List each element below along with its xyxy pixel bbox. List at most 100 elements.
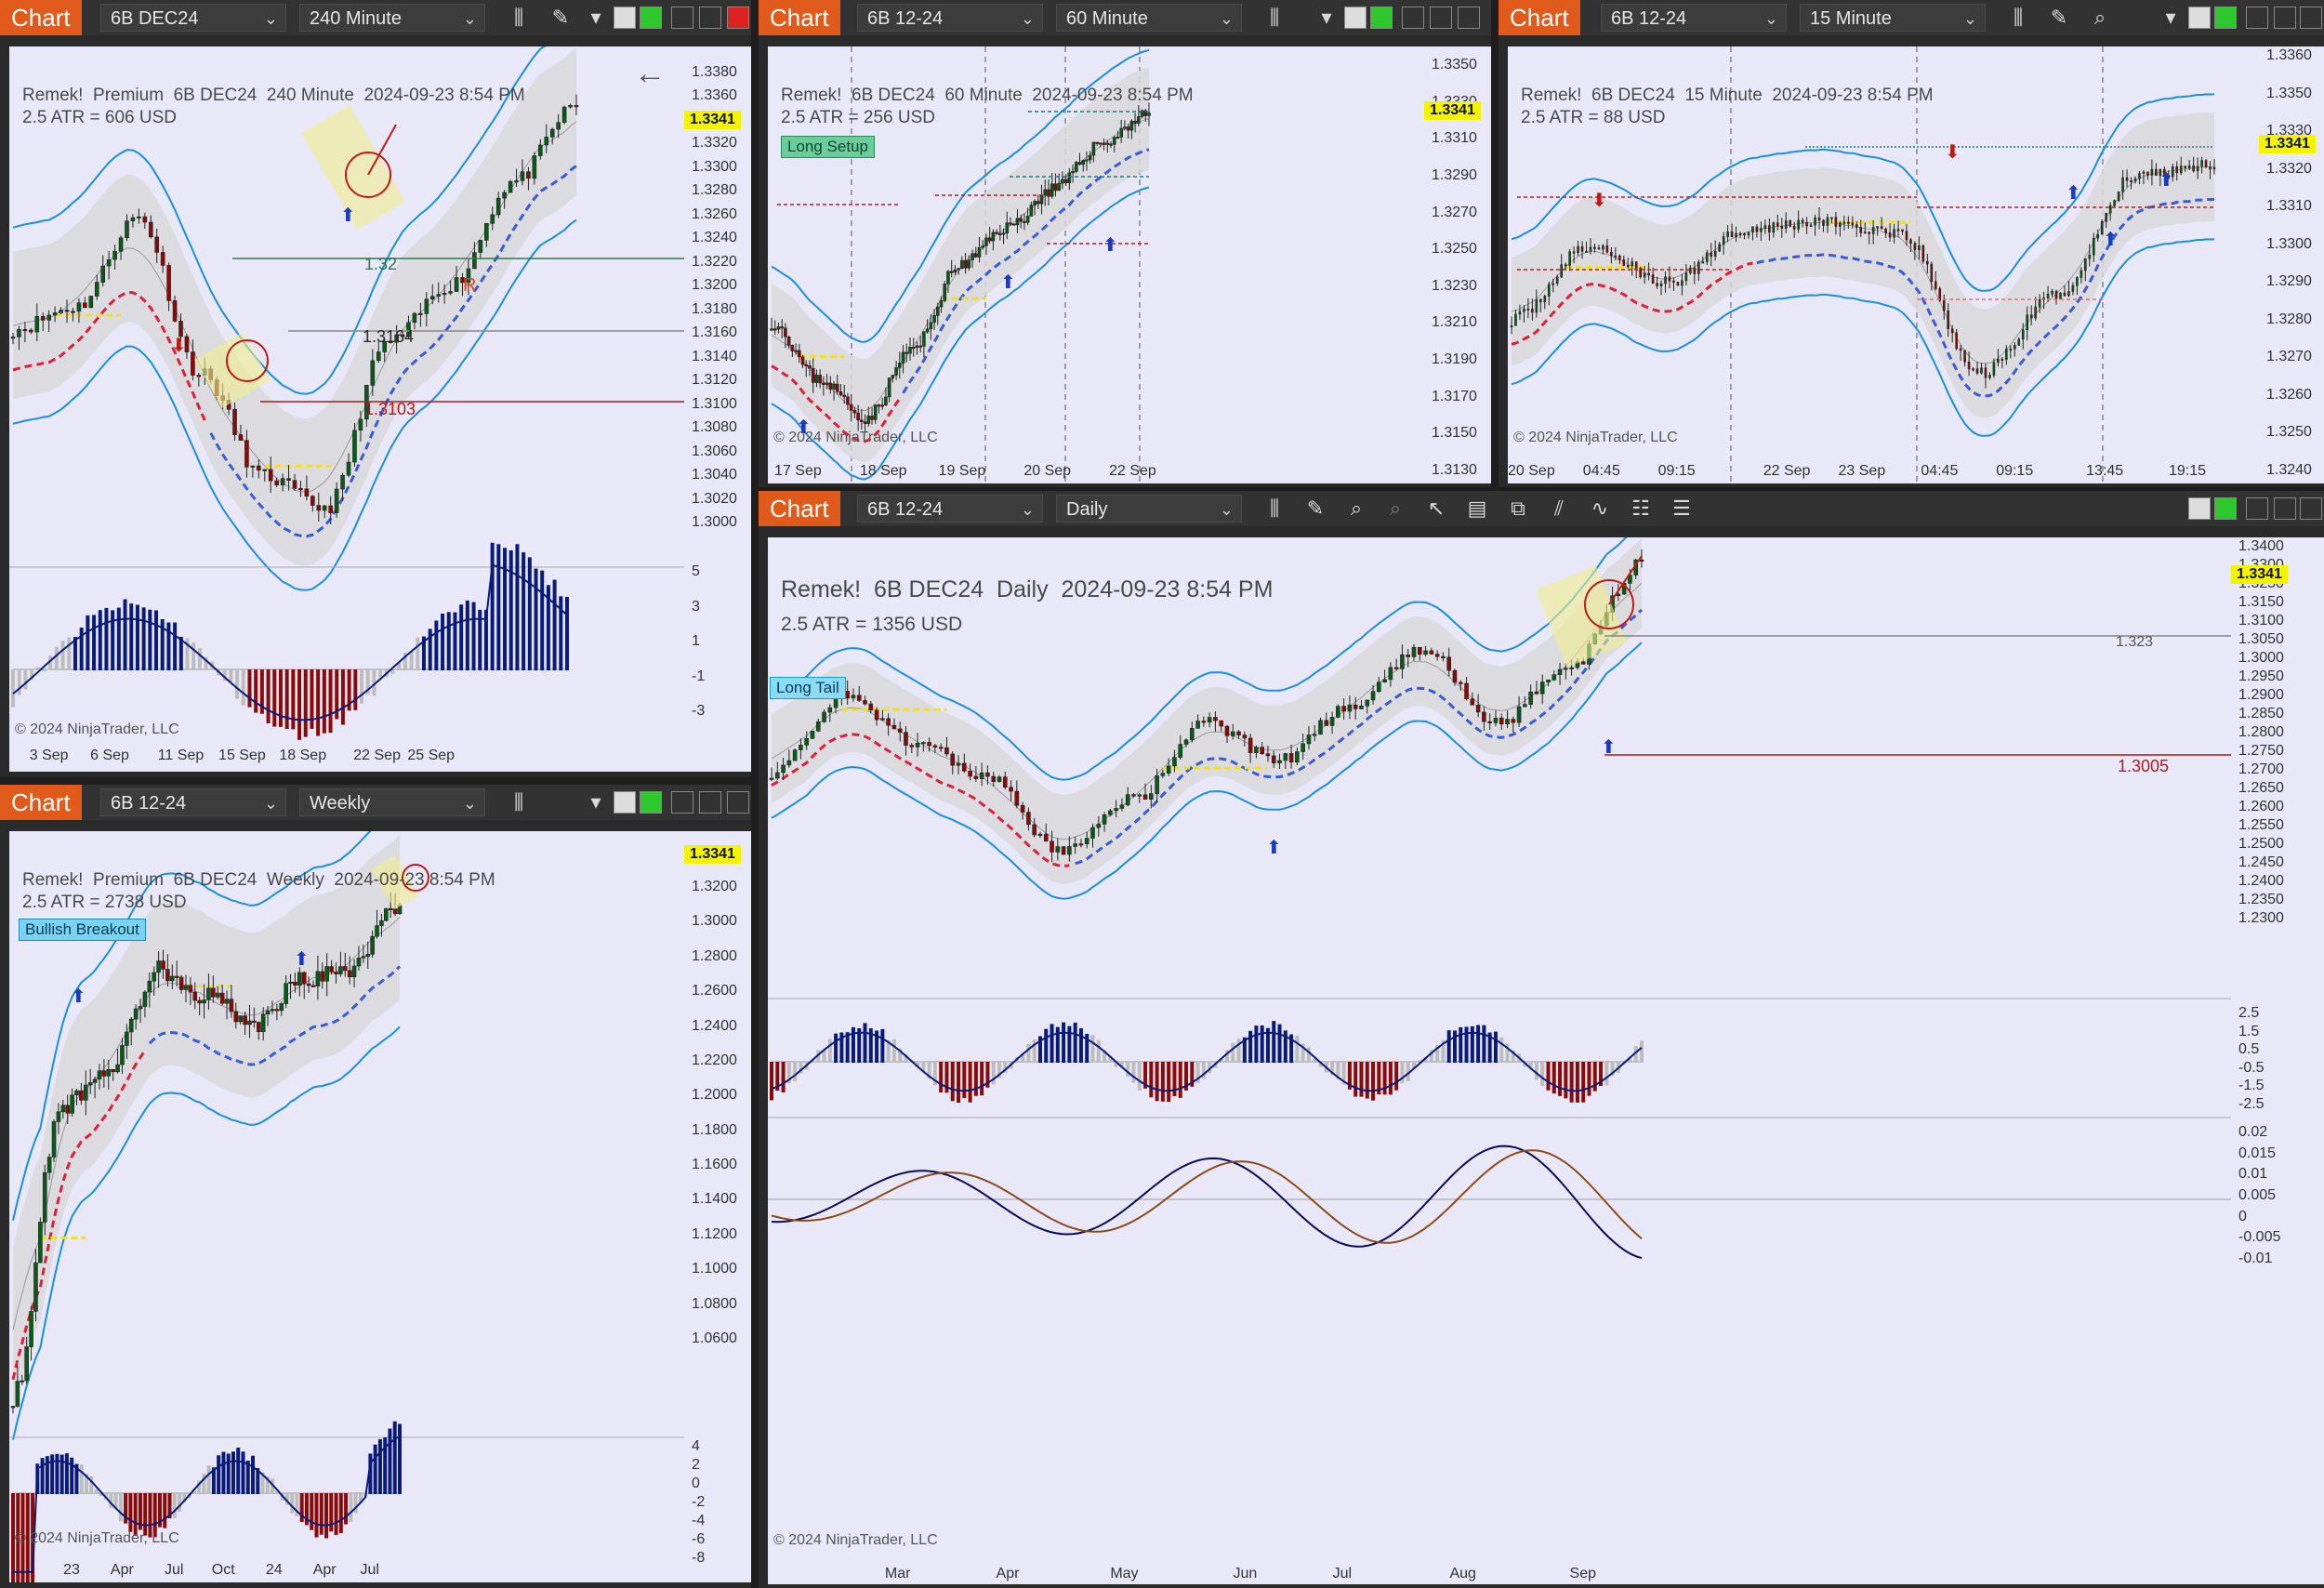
interval-selector[interactable]: Weekly ⌄ [299, 788, 485, 816]
window-color-green[interactable] [640, 7, 662, 29]
interval-selector[interactable]: 240 Minute ⌄ [299, 4, 485, 32]
time-axis-label: Apr [996, 1566, 1020, 1581]
instrument-selector[interactable]: 6B DEC24 ⌄ [100, 4, 286, 32]
candle-body [70, 1094, 74, 1114]
oscillator-axis-label: 1.5 [2238, 1023, 2260, 1039]
window-linking-icon[interactable]: ⧉ [1511, 496, 1525, 520]
chart-plot-area[interactable]: ⬇ ⬆ Remek! Premium 6B DEC24 240 Minute 20… [9, 46, 684, 772]
data-box-icon[interactable]: ▤ [1467, 496, 1487, 520]
chevron-down-icon[interactable]: ▾ [590, 6, 601, 29]
chart-menu-button[interactable]: Chart [0, 0, 82, 35]
histogram-bar [271, 1478, 275, 1494]
window-color-white[interactable] [614, 791, 636, 814]
interval-selector[interactable]: 60 Minute ⌄ [1056, 4, 1242, 32]
chart-plot-area[interactable]: ⬆ ⬆ ⬆ Remek! 6B DEC24 60 Minute 2024-09-23… [768, 46, 1424, 483]
minimize-button[interactable] [2246, 497, 2268, 520]
window-color-white[interactable] [1344, 7, 1367, 29]
copyright: © 2024 NinjaTrader, LLC [773, 1532, 938, 1548]
zoom-icon[interactable]: ⌕ [2093, 6, 2106, 29]
minimize-button[interactable] [671, 791, 693, 814]
candle-body [196, 375, 202, 377]
candle-body [342, 966, 348, 972]
buy-arrow: ⬆ [1103, 233, 1118, 256]
histogram-bar [950, 1062, 955, 1102]
instrument-selector[interactable]: 6B 12-24 ⌄ [857, 4, 1043, 32]
candle-body [1893, 229, 1895, 238]
window-color-white[interactable] [2188, 497, 2211, 520]
minimize-button[interactable] [671, 7, 693, 29]
chart-menu-button[interactable]: Chart [0, 785, 82, 820]
chart-menu-button[interactable]: Chart [1499, 0, 1580, 35]
minimize-button[interactable] [1402, 7, 1424, 29]
instrument-selector[interactable]: 6B 12-24 ⌄ [857, 495, 1043, 523]
instrument-value: 6B 12-24 [867, 8, 944, 29]
chart-plot-area[interactable]: ⬇ ⬇ ⬆ ⬆ ⬆ Remek! 6B DEC24 15 Minute 2024-09-… [1508, 46, 2259, 483]
candle-body [1768, 225, 1771, 233]
close-button[interactable] [727, 791, 749, 814]
pencil-icon[interactable]: ✎ [2050, 6, 2068, 29]
chart-plot-area[interactable]: ⬆ ⬆ Remek! Premium 6B DEC24 Weekly 2024-0… [9, 831, 684, 1582]
copyright: © 2024 NinjaTrader, LLC [1513, 430, 1678, 445]
close-button[interactable] [2300, 7, 2322, 29]
window-color-green[interactable] [2214, 497, 2237, 520]
candle-body [1050, 183, 1054, 197]
maximize-button[interactable] [2274, 7, 2296, 29]
minimize-button[interactable] [2246, 7, 2268, 29]
list-icon[interactable]: ☰ [1672, 496, 1691, 520]
maximize-button[interactable] [1430, 7, 1452, 29]
maximize-button[interactable] [2274, 497, 2296, 520]
candlestick-icon[interactable]: ⫼ [513, 790, 524, 814]
window-color-white[interactable] [614, 7, 636, 29]
chart-menu-button[interactable]: Chart [759, 491, 840, 526]
close-button[interactable] [1458, 7, 1480, 29]
candle-body [856, 412, 860, 421]
close-button[interactable] [2300, 497, 2322, 520]
chart-menu-button[interactable]: Chart [759, 0, 840, 35]
interval-selector[interactable]: 15 Minute ⌄ [1800, 4, 1986, 32]
histogram-bar [118, 1493, 123, 1522]
histogram-bar [1050, 1024, 1054, 1063]
histogram-bar [1119, 1062, 1124, 1066]
chart-plot-area[interactable]: ⬆ ⬆ Remek! 6B DEC24 Daily 2024-09-23 8:54… [768, 537, 2231, 1584]
candle-body [2184, 165, 2186, 168]
properties-icon[interactable]: ☷ [1631, 496, 1650, 520]
candlestick-icon[interactable]: ⫼ [1269, 6, 1280, 29]
instrument-selector[interactable]: 6B 12-24 ⌄ [100, 788, 286, 816]
chevron-down-icon[interactable]: ▾ [2165, 6, 2176, 29]
histogram-bar [552, 579, 557, 670]
pencil-icon[interactable]: ✎ [551, 6, 570, 29]
candlestick-icon[interactable]: ⫼ [1269, 496, 1280, 520]
histogram-bar [409, 652, 414, 670]
chevron-down-icon[interactable]: ▾ [590, 790, 601, 814]
pencil-icon[interactable]: ✎ [1306, 496, 1325, 520]
candle-body [229, 999, 234, 1012]
zoom-out-icon[interactable]: ⌕ [1389, 496, 1402, 520]
chevron-down-icon[interactable]: ▾ [1321, 6, 1332, 29]
instrument-selector[interactable]: 6B 12-24 ⌄ [1601, 4, 1787, 32]
candle-body [1555, 276, 1559, 285]
candle-body [2080, 270, 2083, 278]
cursor-icon[interactable]: ↖ [1427, 496, 1446, 520]
oscillator-axis-label: -2.5 [2238, 1096, 2265, 1112]
strategies-icon[interactable]: ∿ [1591, 496, 1609, 520]
candle-body [781, 764, 786, 774]
zoom-icon[interactable]: ⌕ [1350, 496, 1363, 520]
close-button[interactable] [727, 7, 749, 29]
interval-value: 240 Minute [310, 8, 402, 29]
candlestick-icon[interactable]: ⫼ [513, 6, 524, 29]
window-color-green[interactable] [640, 791, 662, 814]
window-color-green[interactable] [1370, 7, 1393, 29]
maximize-button[interactable] [699, 7, 721, 29]
histogram-bar [891, 1039, 896, 1063]
candle-body [804, 738, 809, 746]
candle-body [178, 976, 184, 990]
window-color-green[interactable] [2214, 7, 2237, 29]
window-color-white[interactable] [2188, 7, 2211, 29]
maximize-button[interactable] [699, 791, 721, 814]
back-arrow-icon[interactable]: ← [634, 56, 666, 91]
interval-selector[interactable]: Daily ⌄ [1056, 495, 1242, 523]
price-axis-label: 1.3120 [692, 372, 737, 389]
indicators-icon[interactable]: ⫽ [1554, 496, 1564, 520]
candlestick-icon[interactable]: ⫼ [2013, 6, 2024, 29]
candle-body [1265, 753, 1271, 757]
